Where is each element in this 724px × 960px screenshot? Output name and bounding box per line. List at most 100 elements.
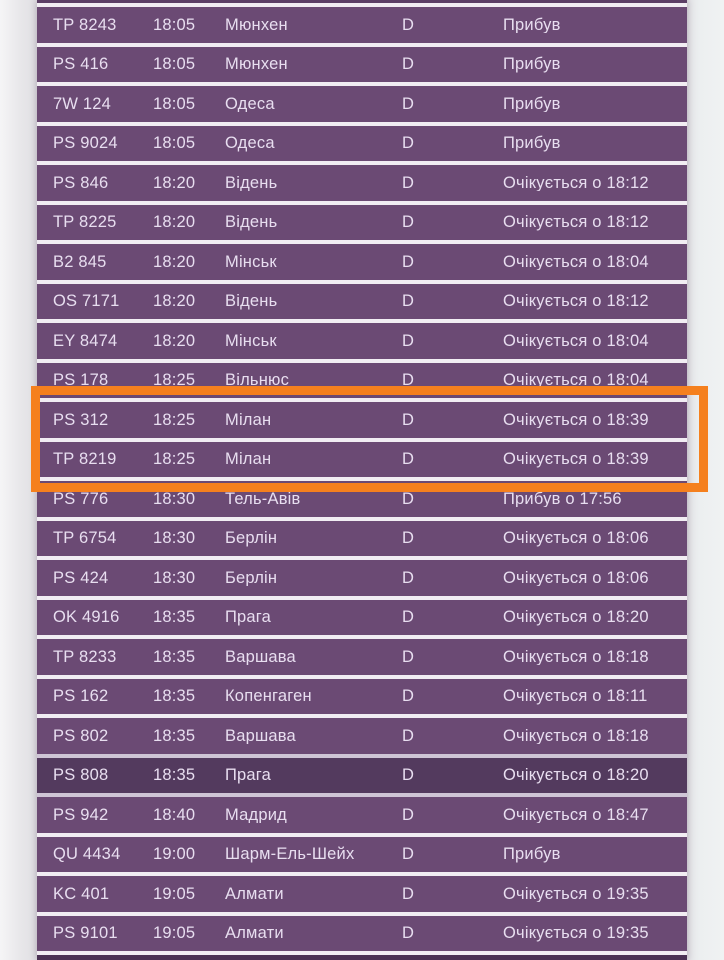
terminal-cell: D: [402, 411, 415, 428]
time-cell: 18:05: [153, 95, 196, 112]
flight-number-cell: B2 845: [53, 253, 107, 270]
city-cell: Берлін: [225, 569, 278, 586]
flight-number-cell: TP 8225: [53, 214, 117, 231]
terminal-cell: D: [402, 95, 415, 112]
status-cell: Очікується о 18:04: [503, 372, 649, 389]
time-cell: 18:20: [153, 214, 196, 231]
flight-number-cell: PS 942: [53, 806, 109, 823]
flight-number-cell: TP 8243: [53, 16, 117, 33]
status-cell: Очікується о 19:35: [503, 925, 649, 942]
time-cell: 18:25: [153, 411, 196, 428]
status-cell: Очікується о 18:20: [503, 767, 649, 784]
city-cell: Відень: [225, 293, 278, 310]
table-row[interactable]: OK 4916 18:35 Прага D Очікується о 18:20: [37, 595, 687, 635]
city-cell: Мінськ: [225, 253, 277, 270]
table-row[interactable]: PS 162 18:35 Копенгаген D Очікується о 1…: [37, 674, 687, 714]
flight-number-cell: PS 424: [53, 569, 109, 586]
time-cell: 18:20: [153, 332, 196, 349]
terminal-cell: D: [402, 332, 415, 349]
table-row[interactable]: TP 8243 18:05 Мюнхен D Прибув: [37, 3, 687, 43]
city-cell: Прага: [225, 609, 272, 626]
table-row[interactable]: PS 808 18:35 Прага D Очікується о 18:20: [37, 753, 687, 793]
status-cell: Очікується о 18:04: [503, 332, 649, 349]
city-cell: Мінськ: [225, 332, 277, 349]
flight-number-cell: OS 7171: [53, 293, 120, 310]
table-row[interactable]: TP 6754 18:30 Берлін D Очікується о 18:0…: [37, 516, 687, 556]
time-cell: 18:25: [153, 451, 196, 468]
table-row[interactable]: B2 845 18:20 Мінськ D Очікується о 18:04: [37, 240, 687, 280]
table-row[interactable]: PS 9024 18:05 Одеса D Прибув: [37, 121, 687, 161]
time-cell: 18:20: [153, 253, 196, 270]
status-cell: Прибув: [503, 56, 561, 73]
city-cell: Копенгаген: [225, 688, 312, 705]
table-row[interactable]: TP 8225 18:20 Відень D Очікується о 18:1…: [37, 200, 687, 240]
status-cell: Очікується о 18:11: [503, 688, 648, 705]
status-cell: Очікується о 18:39: [503, 411, 649, 428]
status-cell: Очікується о 18:12: [503, 214, 649, 231]
table-row[interactable]: KC 401 19:05 Алмати D Очікується о 19:35: [37, 872, 687, 912]
city-cell: Варшава: [225, 727, 296, 744]
city-cell: Алмати: [225, 925, 284, 942]
city-cell: Одеса: [225, 135, 275, 152]
terminal-cell: D: [402, 925, 415, 942]
time-cell: 19:00: [153, 846, 196, 863]
table-row[interactable]: PS 776 18:30 Тель-Авів D Прибув о 17:56: [37, 477, 687, 517]
terminal-cell: D: [402, 490, 415, 507]
status-cell: Очікується о 18:06: [503, 569, 649, 586]
table-row[interactable]: PS 424 18:30 Берлін D Очікується о 18:06: [37, 556, 687, 596]
city-cell: Мюнхен: [225, 56, 288, 73]
table-row[interactable]: OS 7171 18:20 Відень D Очікується о 18:1…: [37, 279, 687, 319]
city-cell: Алмати: [225, 885, 284, 902]
table-row[interactable]: TP 8219 18:25 Мілан D Очікується о 18:39: [37, 437, 687, 477]
time-cell: 18:20: [153, 174, 196, 191]
terminal-cell: D: [402, 174, 415, 191]
status-cell: Прибув: [503, 95, 561, 112]
terminal-cell: D: [402, 885, 415, 902]
flight-number-cell: PS 9101: [53, 925, 118, 942]
table-row[interactable]: PS 802 18:35 Варшава D Очікується о 18:1…: [37, 714, 687, 754]
terminal-cell: D: [402, 214, 415, 231]
flight-number-cell: PS 776: [53, 490, 109, 507]
city-cell: Відень: [225, 174, 278, 191]
city-cell: Мілан: [225, 411, 272, 428]
terminal-cell: D: [402, 727, 415, 744]
table-row[interactable]: 7W 124 18:05 Одеса D Прибув: [37, 82, 687, 122]
city-cell: Шарм-Ель-Шейх: [225, 846, 355, 863]
table-row[interactable]: EY 8474 18:20 Мінськ D Очікується о 18:0…: [37, 319, 687, 359]
terminal-cell: D: [402, 648, 415, 665]
terminal-cell: D: [402, 806, 415, 823]
table-row[interactable]: PS 178 18:25 Вільнюс D Очікується о 18:0…: [37, 358, 687, 398]
table-row[interactable]: PS 942 18:40 Мадрид D Очікується о 18:47: [37, 793, 687, 833]
time-cell: 19:05: [153, 925, 196, 942]
flight-number-cell: 7W 124: [53, 95, 112, 112]
table-row[interactable]: TP 8233 18:35 Варшава D Очікується о 18:…: [37, 635, 687, 675]
table-row[interactable]: PS 312 18:25 Мілан D Очікується о 18:39: [37, 398, 687, 438]
table-row[interactable]: QU 4434 19:00 Шарм-Ель-Шейх D Прибув: [37, 832, 687, 872]
status-cell: Очікується о 18:18: [503, 648, 649, 665]
table-row[interactable]: PS 846 18:20 Відень D Очікується о 18:12: [37, 161, 687, 201]
terminal-cell: D: [402, 609, 415, 626]
terminal-cell: D: [402, 569, 415, 586]
flight-number-cell: PS 846: [53, 174, 109, 191]
status-cell: Очікується о 18:20: [503, 609, 649, 626]
flight-number-cell: TP 8233: [53, 648, 117, 665]
time-cell: 18:30: [153, 569, 196, 586]
city-cell: Тель-Авів: [225, 490, 301, 507]
status-cell: Очікується о 19:35: [503, 885, 649, 902]
flight-number-cell: PS 808: [53, 767, 109, 784]
time-cell: 18:35: [153, 609, 196, 626]
terminal-cell: D: [402, 253, 415, 270]
time-cell: 18:35: [153, 727, 196, 744]
flight-number-cell: EY 8474: [53, 332, 118, 349]
table-row[interactable]: PS 416 18:05 Мюнхен D Прибув: [37, 42, 687, 82]
terminal-cell: D: [402, 451, 415, 468]
city-cell: Прага: [225, 767, 272, 784]
time-cell: 18:05: [153, 56, 196, 73]
time-cell: 18:05: [153, 135, 196, 152]
arrivals-table: TP 8243 18:05 Мюнхен D Прибув PS 416 18:…: [37, 0, 687, 960]
status-cell: Прибув: [503, 135, 561, 152]
city-cell: Мілан: [225, 451, 272, 468]
table-row[interactable]: PS 9101 19:05 Алмати D Очікується о 19:3…: [37, 911, 687, 951]
status-cell: Очікується о 18:18: [503, 727, 649, 744]
